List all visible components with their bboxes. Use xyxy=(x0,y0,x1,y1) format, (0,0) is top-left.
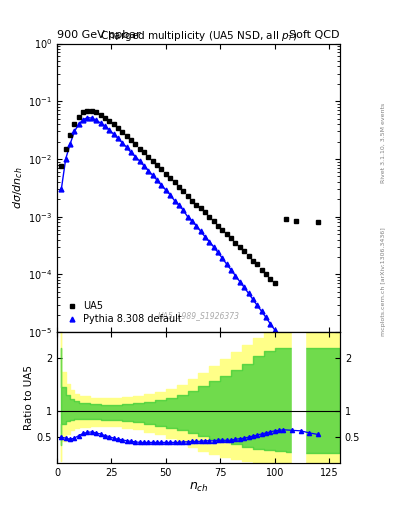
UA5 xyxy=(59,163,64,169)
Legend: UA5, Pythia 8.308 default: UA5, Pythia 8.308 default xyxy=(62,298,185,327)
Y-axis label: $d\sigma/dn_{ch}$: $d\sigma/dn_{ch}$ xyxy=(11,166,25,209)
Y-axis label: Ratio to UA5: Ratio to UA5 xyxy=(24,365,34,430)
UA5 xyxy=(316,219,321,225)
Pythia 8.308 default xyxy=(85,115,90,121)
Text: Soft QCD: Soft QCD xyxy=(290,30,340,40)
UA5 xyxy=(237,244,242,250)
UA5 xyxy=(272,280,277,286)
UA5 xyxy=(194,202,198,208)
UA5 xyxy=(124,133,129,139)
Pythia 8.308 default xyxy=(137,158,142,164)
Pythia 8.308 default xyxy=(146,167,151,174)
Pythia 8.308 default xyxy=(224,261,229,267)
Text: 900 GeV ppbar: 900 GeV ppbar xyxy=(57,30,141,40)
Line: Pythia 8.308 default: Pythia 8.308 default xyxy=(59,115,321,395)
Text: Rivet 3.1.10, 3.5M events: Rivet 3.1.10, 3.5M events xyxy=(381,103,386,183)
Text: UA5_1989_S1926373: UA5_1989_S1926373 xyxy=(158,312,239,321)
X-axis label: $n_{ch}$: $n_{ch}$ xyxy=(189,481,208,494)
UA5 xyxy=(85,108,90,114)
Pythia 8.308 default xyxy=(129,150,133,156)
Pythia 8.308 default xyxy=(107,127,112,133)
Pythia 8.308 default xyxy=(151,173,155,179)
Line: UA5: UA5 xyxy=(59,108,321,286)
Text: mcplots.cern.ch [arXiv:1306.3436]: mcplots.cern.ch [arXiv:1306.3436] xyxy=(381,227,386,336)
Title: Charged multiplicity (UA5 NSD, all $p_T$): Charged multiplicity (UA5 NSD, all $p_T$… xyxy=(100,29,297,44)
UA5 xyxy=(211,218,216,224)
Pythia 8.308 default xyxy=(59,186,64,192)
Pythia 8.308 default xyxy=(316,390,321,396)
UA5 xyxy=(207,214,212,220)
UA5 xyxy=(198,205,203,211)
